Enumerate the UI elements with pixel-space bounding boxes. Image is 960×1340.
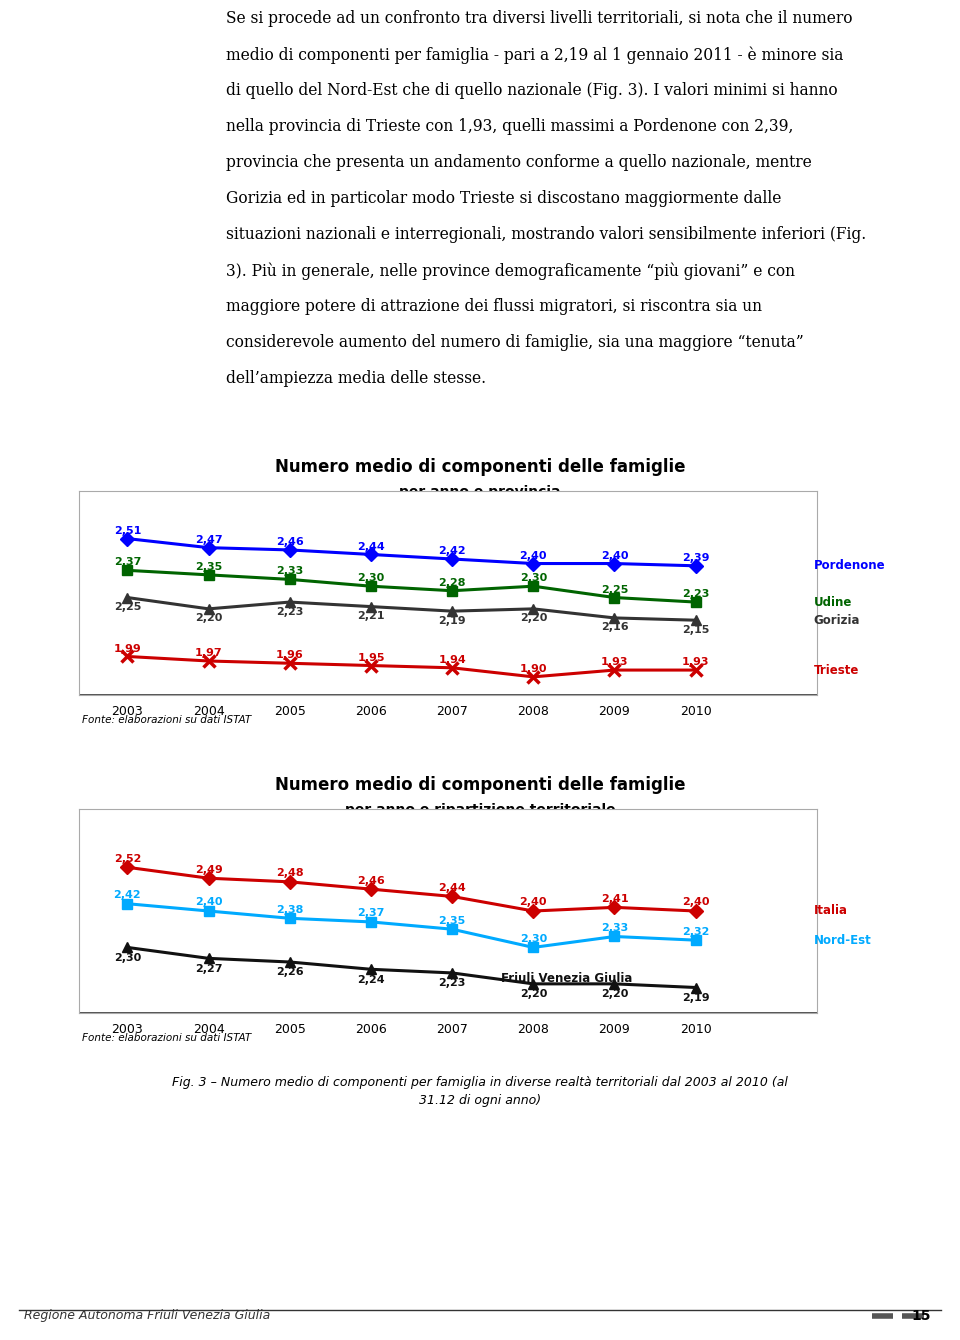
Text: Trieste: Trieste bbox=[813, 663, 859, 677]
Text: Gorizia ed in particolar modo Trieste si discostano maggiormente dalle: Gorizia ed in particolar modo Trieste si… bbox=[226, 190, 781, 206]
Text: 2,20: 2,20 bbox=[195, 614, 223, 623]
Text: 2,20: 2,20 bbox=[601, 989, 628, 1000]
Text: 2,27: 2,27 bbox=[195, 963, 223, 974]
Text: di quello del Nord-Est che di quello nazionale (Fig. 3). I valori minimi si hann: di quello del Nord-Est che di quello naz… bbox=[226, 82, 837, 99]
Text: 2,33: 2,33 bbox=[601, 923, 628, 933]
Text: 2,20: 2,20 bbox=[519, 614, 547, 623]
Text: 2,19: 2,19 bbox=[682, 993, 709, 1002]
Text: Fig. 3 – Numero medio di componenti per famiglia in diverse realtà territoriali : Fig. 3 – Numero medio di componenti per … bbox=[172, 1076, 788, 1107]
Text: 1,93: 1,93 bbox=[601, 657, 628, 667]
Text: 2,16: 2,16 bbox=[601, 623, 628, 632]
Text: 2,52: 2,52 bbox=[113, 854, 141, 864]
Text: 2,35: 2,35 bbox=[439, 915, 466, 926]
Text: Regione Autonoma Friuli Venezia Giulia: Regione Autonoma Friuli Venezia Giulia bbox=[24, 1309, 271, 1323]
Text: Pordenone: Pordenone bbox=[813, 559, 885, 572]
Text: Gorizia: Gorizia bbox=[813, 614, 860, 627]
Text: 2,23: 2,23 bbox=[439, 978, 466, 989]
Text: 2,49: 2,49 bbox=[195, 864, 223, 875]
Text: 15: 15 bbox=[912, 1309, 931, 1323]
Text: 2,30: 2,30 bbox=[114, 953, 141, 963]
Text: situazioni nazionali e interregionali, mostrando valori sensibilmente inferiori : situazioni nazionali e interregionali, m… bbox=[226, 226, 866, 243]
Text: Nord-Est: Nord-Est bbox=[813, 934, 871, 946]
Text: 1,94: 1,94 bbox=[439, 655, 466, 665]
Text: 2,40: 2,40 bbox=[519, 551, 547, 560]
Text: 2,40: 2,40 bbox=[195, 898, 223, 907]
Text: Udine: Udine bbox=[813, 595, 852, 608]
Text: considerevole aumento del numero di famiglie, sia una maggiore “tenuta”: considerevole aumento del numero di fami… bbox=[226, 334, 804, 351]
Text: 2,44: 2,44 bbox=[357, 541, 385, 552]
Text: 2,37: 2,37 bbox=[113, 557, 141, 567]
Text: 1,93: 1,93 bbox=[682, 657, 709, 667]
Text: 1,96: 1,96 bbox=[276, 650, 303, 661]
Text: 2,33: 2,33 bbox=[276, 567, 303, 576]
Text: 2,48: 2,48 bbox=[276, 868, 303, 878]
Text: 2,39: 2,39 bbox=[682, 553, 709, 563]
Text: 2,24: 2,24 bbox=[357, 974, 385, 985]
Text: Se si procede ad un confronto tra diversi livelli territoriali, si nota che il n: Se si procede ad un confronto tra divers… bbox=[226, 9, 852, 27]
Text: 2,25: 2,25 bbox=[601, 584, 628, 595]
Text: 2,51: 2,51 bbox=[113, 525, 141, 536]
Text: 2,40: 2,40 bbox=[601, 551, 628, 560]
Text: per anno e ripartizione territoriale: per anno e ripartizione territoriale bbox=[345, 803, 615, 817]
Text: 2,26: 2,26 bbox=[276, 967, 303, 977]
Text: 2,41: 2,41 bbox=[601, 894, 628, 903]
Text: 2,37: 2,37 bbox=[357, 909, 385, 918]
Text: maggiore potere di attrazione dei flussi migratori, si riscontra sia un: maggiore potere di attrazione dei flussi… bbox=[226, 297, 761, 315]
Text: 2,35: 2,35 bbox=[195, 561, 222, 572]
Text: 2,40: 2,40 bbox=[682, 898, 709, 907]
Text: 2,42: 2,42 bbox=[439, 547, 466, 556]
Text: 2,30: 2,30 bbox=[519, 574, 547, 583]
Text: 3). Più in generale, nelle province demograficamente “più giovani” e con: 3). Più in generale, nelle province demo… bbox=[226, 263, 795, 280]
Text: Italia: Italia bbox=[813, 905, 848, 918]
Text: 2,30: 2,30 bbox=[519, 934, 547, 943]
Text: Fonte: elaborazioni su dati ISTAT: Fonte: elaborazioni su dati ISTAT bbox=[83, 1033, 252, 1044]
Text: 1,99: 1,99 bbox=[113, 643, 141, 654]
Text: dell’ampiezza media delle stesse.: dell’ampiezza media delle stesse. bbox=[226, 370, 486, 387]
Text: 2,21: 2,21 bbox=[357, 611, 385, 622]
Text: 2,42: 2,42 bbox=[113, 890, 141, 900]
Text: 2,25: 2,25 bbox=[113, 602, 141, 612]
Text: provincia che presenta un andamento conforme a quello nazionale, mentre: provincia che presenta un andamento conf… bbox=[226, 154, 811, 172]
Text: nella provincia di Trieste con 1,93, quelli massimi a Pordenone con 2,39,: nella provincia di Trieste con 1,93, que… bbox=[226, 118, 793, 135]
Text: Numero medio di componenti delle famiglie: Numero medio di componenti delle famigli… bbox=[275, 458, 685, 476]
Text: Numero medio di componenti delle famiglie: Numero medio di componenti delle famigli… bbox=[275, 776, 685, 795]
Text: 2,30: 2,30 bbox=[357, 574, 385, 583]
Text: 2,46: 2,46 bbox=[357, 875, 385, 886]
Text: 2,23: 2,23 bbox=[682, 590, 709, 599]
Text: per anno e provincia: per anno e provincia bbox=[399, 485, 561, 498]
Text: 2,20: 2,20 bbox=[519, 989, 547, 1000]
Text: Friuli Venezia Giulia: Friuli Venezia Giulia bbox=[501, 972, 633, 985]
Text: 2,23: 2,23 bbox=[276, 607, 303, 616]
Text: 2,38: 2,38 bbox=[276, 905, 303, 915]
Text: 2,44: 2,44 bbox=[439, 883, 466, 892]
Text: 1,95: 1,95 bbox=[357, 653, 385, 662]
Text: medio di componenti per famiglia - pari a 2,19 al 1 gennaio 2011 - è minore sia: medio di componenti per famiglia - pari … bbox=[226, 46, 843, 63]
Text: 2,32: 2,32 bbox=[682, 926, 709, 937]
Text: 1,97: 1,97 bbox=[195, 649, 223, 658]
Text: 2,47: 2,47 bbox=[195, 535, 223, 545]
Text: 2,28: 2,28 bbox=[439, 578, 466, 588]
Text: 2,40: 2,40 bbox=[519, 898, 547, 907]
Text: 2,19: 2,19 bbox=[439, 615, 466, 626]
Text: 2,46: 2,46 bbox=[276, 537, 303, 547]
Text: Fonte: elaborazioni su dati ISTAT: Fonte: elaborazioni su dati ISTAT bbox=[83, 716, 252, 725]
Text: 2,15: 2,15 bbox=[682, 624, 709, 635]
Text: 1,90: 1,90 bbox=[519, 663, 547, 674]
